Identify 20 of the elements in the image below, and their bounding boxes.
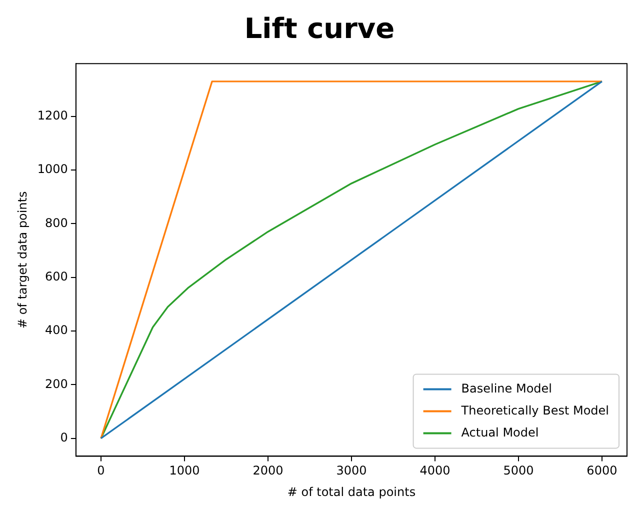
x-tick-label: 0 [97, 464, 105, 478]
legend-label: Baseline Model [461, 381, 552, 396]
y-tick-label: 200 [45, 376, 68, 391]
y-tick-label: 1000 [37, 162, 68, 176]
y-axis-title: # of target data points [15, 191, 30, 329]
legend-label: Theoretically Best Model [460, 403, 609, 418]
y-tick-label: 0 [60, 430, 68, 444]
y-tick-label: 1200 [37, 108, 68, 122]
y-tick-label: 400 [45, 323, 68, 338]
x-tick-label: 6000 [586, 464, 618, 478]
x-tick-label: 3000 [336, 464, 367, 478]
y-tick-label: 600 [45, 269, 68, 284]
legend-label: Actual Model [461, 425, 539, 440]
x-tick-label: 5000 [503, 464, 534, 478]
x-axis-title: # of total data points [287, 484, 416, 499]
x-tick-label: 4000 [420, 464, 450, 478]
y-tick-label: 800 [45, 216, 68, 230]
chart-title: Lift curve [244, 12, 395, 46]
x-tick-label: 2000 [252, 464, 284, 478]
x-tick-label: 1000 [169, 464, 200, 478]
